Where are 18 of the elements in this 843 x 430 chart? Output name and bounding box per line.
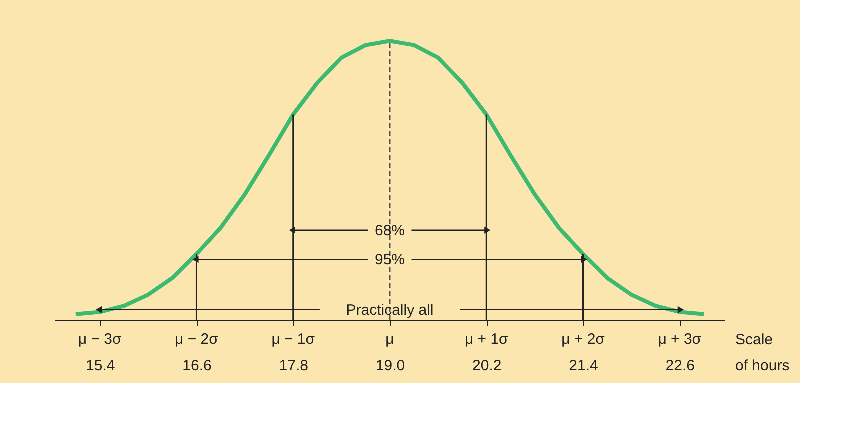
- x-tick-label: 19.0: [376, 358, 406, 374]
- x-tick-label: 20.2: [472, 358, 502, 374]
- text: μ − 2σ: [175, 331, 220, 348]
- text: μ + 3σ: [658, 331, 702, 348]
- annotation: Practically all: [346, 302, 434, 319]
- annotation: 95%: [374, 252, 406, 269]
- x-tick-label: 17.8: [279, 358, 308, 374]
- x-axis-title: Scale of hours: [736, 332, 790, 374]
- text: μ − 1σ: [272, 331, 316, 348]
- text: μ + 2σ: [562, 331, 606, 348]
- annotation: 68%: [374, 222, 406, 240]
- x-tick-label: 16.6: [182, 358, 212, 374]
- x-tick-label: 21.4: [569, 358, 598, 374]
- text: μ − 3σ: [78, 331, 123, 348]
- x-tick-label: 15.4: [86, 358, 116, 374]
- text: μ: [386, 331, 394, 348]
- x-tick-label: 22.6: [666, 358, 696, 374]
- text: μ + 1σ: [464, 331, 510, 348]
